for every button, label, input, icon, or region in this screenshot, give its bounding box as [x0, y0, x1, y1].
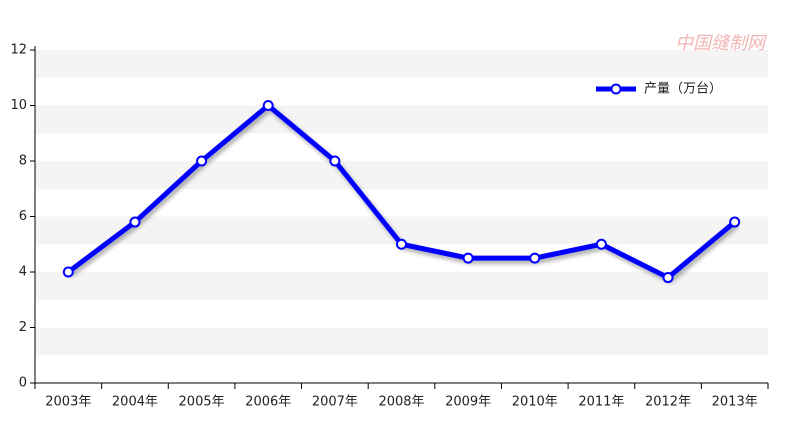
x-tick-label: 2008年 [378, 395, 424, 410]
x-tick-label: 2012年 [645, 395, 691, 410]
plot-background [35, 50, 768, 356]
y-tick-label: 10 [10, 98, 27, 113]
point [396, 238, 407, 250]
point [329, 155, 341, 167]
point [129, 216, 141, 228]
point [529, 252, 541, 264]
grid-band [35, 327, 768, 356]
point [196, 155, 208, 167]
x-tick-label: 2007年 [312, 395, 358, 410]
point [462, 252, 474, 264]
point [262, 100, 274, 111]
y-tick-label: 0 [19, 376, 27, 391]
point [729, 216, 741, 228]
y-tick-label: 2 [19, 320, 27, 335]
x-tick-label: 2010年 [512, 395, 558, 410]
x-tick-label: 2013年 [712, 395, 758, 410]
watermark: 中国缝制网 [675, 33, 767, 54]
point [62, 266, 74, 278]
x-tick-label: 2005年 [179, 395, 225, 410]
x-tick-label: 2011年 [578, 395, 624, 410]
y-tick-label: 8 [19, 154, 27, 169]
x-tick-label: 2004年 [112, 395, 158, 410]
legend-label: 产量（万台） [644, 82, 722, 97]
grid-band [35, 50, 768, 78]
point [662, 272, 674, 284]
legend-marker [610, 83, 622, 95]
grid-band [35, 105, 768, 134]
x-tick-label: 2009年 [445, 395, 491, 410]
x-tick-label: 2006年 [245, 395, 291, 410]
grid-band [35, 161, 768, 189]
y-tick-label: 6 [19, 209, 27, 224]
grid-band [35, 272, 768, 300]
y-tick-label: 12 [10, 43, 27, 58]
point [595, 238, 607, 250]
x-tick-label: 2003年 [45, 395, 91, 410]
y-tick-label: 4 [19, 265, 27, 280]
